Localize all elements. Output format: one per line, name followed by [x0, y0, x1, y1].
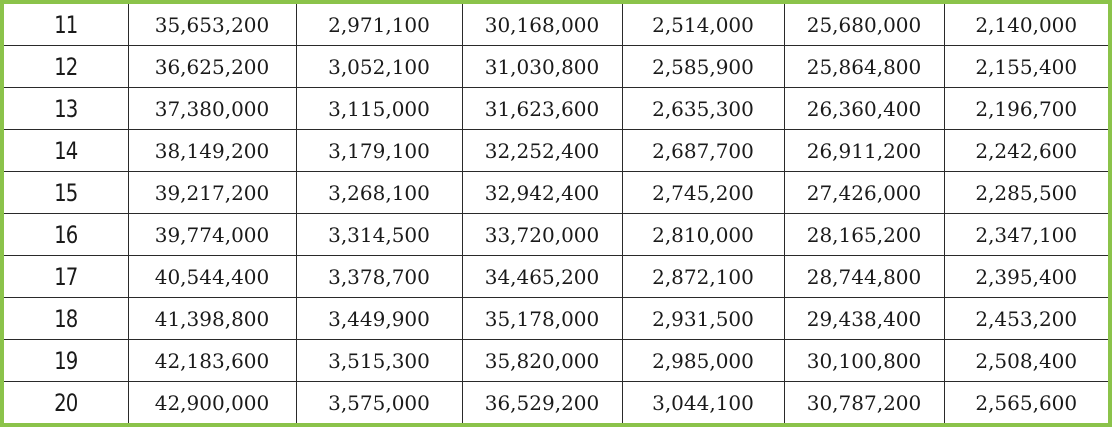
table-cell: 2,635,300: [621, 87, 785, 130]
table-cell: 3,378,700: [295, 255, 463, 298]
table-cell: 35,653,200: [127, 4, 297, 46]
table-cell: 34,465,200: [461, 255, 623, 298]
step-cell: 17: [15, 255, 118, 298]
step-cell: 13: [15, 87, 118, 130]
table-cell: 2,395,400: [943, 255, 1108, 298]
table-cell: 30,168,000: [461, 4, 623, 46]
table-row: 11 35,653,200 2,971,100 30,168,000 2,514…: [4, 4, 1108, 46]
table-cell: 25,680,000: [783, 4, 945, 46]
step-cell: 11: [15, 4, 118, 46]
table-cell: 2,985,000: [621, 339, 785, 382]
table-cell: 36,529,200: [461, 381, 623, 423]
step-cell: 14: [15, 129, 118, 172]
step-cell: 19: [15, 339, 118, 382]
table-cell: 2,242,600: [943, 129, 1108, 172]
table-cell: 2,745,200: [621, 171, 785, 214]
table-cell: 41,398,800: [127, 297, 297, 340]
table-cell: 31,623,600: [461, 87, 623, 130]
table-cell: 3,449,900: [295, 297, 463, 340]
table-cell: 42,900,000: [127, 381, 297, 423]
table-cell: 32,942,400: [461, 171, 623, 214]
table-cell: 2,347,100: [943, 213, 1108, 256]
table-cell: 30,100,800: [783, 339, 945, 382]
table-cell: 2,514,000: [621, 4, 785, 46]
table-row: 19 42,183,600 3,515,300 35,820,000 2,985…: [4, 339, 1108, 382]
table-row: 18 41,398,800 3,449,900 35,178,000 2,931…: [4, 297, 1108, 340]
table-cell: 35,178,000: [461, 297, 623, 340]
table-cell: 40,544,400: [127, 255, 297, 298]
step-cell: 12: [15, 45, 118, 88]
table-cell: 29,438,400: [783, 297, 945, 340]
table-cell: 33,720,000: [461, 213, 623, 256]
table-cell: 2,872,100: [621, 255, 785, 298]
table-cell: 32,252,400: [461, 129, 623, 172]
table-cell: 28,165,200: [783, 213, 945, 256]
table-cell: 42,183,600: [127, 339, 297, 382]
table-cell: 2,971,100: [295, 4, 463, 46]
table-row: 17 40,544,400 3,378,700 34,465,200 2,872…: [4, 255, 1108, 298]
table-cell: 26,911,200: [783, 129, 945, 172]
table-cell: 36,625,200: [127, 45, 297, 88]
table-cell: 3,314,500: [295, 213, 463, 256]
table-cell: 2,140,000: [943, 4, 1108, 46]
table-row: 12 36,625,200 3,052,100 31,030,800 2,585…: [4, 45, 1108, 88]
table-cell: 3,575,000: [295, 381, 463, 423]
table-cell: 27,426,000: [783, 171, 945, 214]
table-cell: 37,380,000: [127, 87, 297, 130]
table-cell: 39,217,200: [127, 171, 297, 214]
table-cell: 3,115,000: [295, 87, 463, 130]
table-cell: 2,687,700: [621, 129, 785, 172]
table-cell: 31,030,800: [461, 45, 623, 88]
step-cell: 15: [15, 171, 118, 214]
table-row: 15 39,217,200 3,268,100 32,942,400 2,745…: [4, 171, 1108, 214]
table-frame: 11 35,653,200 2,971,100 30,168,000 2,514…: [4, 4, 1108, 423]
table-cell: 26,360,400: [783, 87, 945, 130]
table-cell: 3,268,100: [295, 171, 463, 214]
table-row: 16 39,774,000 3,314,500 33,720,000 2,810…: [4, 213, 1108, 256]
table-cell: 35,820,000: [461, 339, 623, 382]
table-row: 13 37,380,000 3,115,000 31,623,600 2,635…: [4, 87, 1108, 130]
table-cell: 38,149,200: [127, 129, 297, 172]
table-cell: 39,774,000: [127, 213, 297, 256]
table-cell: 28,744,800: [783, 255, 945, 298]
table-cell: 2,453,200: [943, 297, 1108, 340]
table-row: 14 38,149,200 3,179,100 32,252,400 2,687…: [4, 129, 1108, 172]
table-cell: 3,052,100: [295, 45, 463, 88]
table-cell: 2,285,500: [943, 171, 1108, 214]
salary-table: 11 35,653,200 2,971,100 30,168,000 2,514…: [4, 4, 1108, 423]
table-cell: 3,515,300: [295, 339, 463, 382]
table-cell: 3,044,100: [621, 381, 785, 423]
step-cell: 18: [15, 297, 118, 340]
table-cell: 2,931,500: [621, 297, 785, 340]
table-cell: 30,787,200: [783, 381, 945, 423]
table-cell: 2,196,700: [943, 87, 1108, 130]
table-row: 20 42,900,000 3,575,000 36,529,200 3,044…: [4, 381, 1108, 423]
step-cell: 16: [15, 213, 118, 256]
table-cell: 2,810,000: [621, 213, 785, 256]
table-cell: 2,585,900: [621, 45, 785, 88]
table-cell: 2,565,600: [943, 381, 1108, 423]
table-cell: 2,155,400: [943, 45, 1108, 88]
table-cell: 2,508,400: [943, 339, 1108, 382]
table-cell: 25,864,800: [783, 45, 945, 88]
table-cell: 3,179,100: [295, 129, 463, 172]
step-cell: 20: [15, 381, 118, 423]
